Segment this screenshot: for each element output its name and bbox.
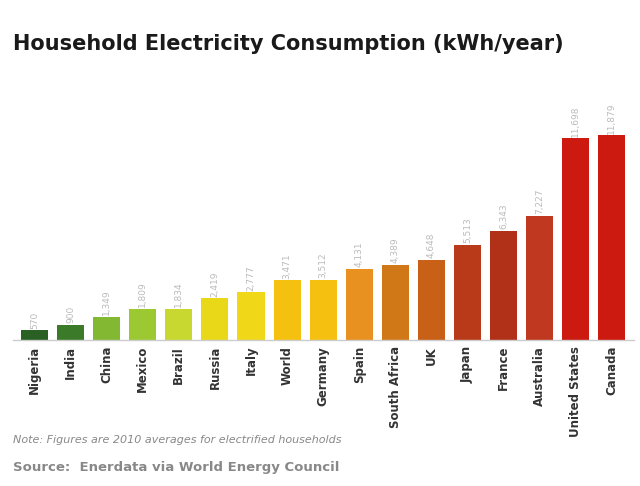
Text: Source:  Enerdata via World Energy Council: Source: Enerdata via World Energy Counci… (13, 461, 339, 474)
Text: 1,809: 1,809 (138, 281, 147, 307)
Text: 570: 570 (30, 312, 39, 329)
Bar (21, 330, 48, 340)
Bar (490, 231, 517, 340)
Bar (454, 245, 481, 340)
Text: 3,512: 3,512 (319, 252, 328, 278)
Text: 1,834: 1,834 (174, 281, 183, 307)
Text: 4,389: 4,389 (391, 237, 400, 263)
Bar (526, 216, 554, 340)
Text: 6,343: 6,343 (499, 204, 508, 229)
Text: 7,227: 7,227 (535, 189, 544, 214)
Bar (418, 260, 445, 340)
Bar (563, 139, 589, 340)
Bar (57, 325, 84, 340)
Text: 4,131: 4,131 (355, 242, 364, 267)
Bar (346, 269, 373, 340)
Text: 2,777: 2,777 (246, 265, 255, 291)
Text: 5,513: 5,513 (463, 218, 472, 243)
Bar (129, 309, 156, 340)
Bar (310, 279, 337, 340)
Text: 11,879: 11,879 (607, 102, 616, 134)
Text: 3,471: 3,471 (283, 253, 292, 278)
Text: 900: 900 (66, 306, 75, 323)
Bar (598, 135, 625, 340)
Bar (273, 280, 301, 340)
Text: 2,419: 2,419 (211, 271, 220, 297)
Text: Household Electricity Consumption (kWh/year): Household Electricity Consumption (kWh/y… (13, 34, 563, 54)
Text: 4,648: 4,648 (427, 233, 436, 259)
Bar (202, 298, 228, 340)
Bar (382, 264, 409, 340)
Bar (237, 292, 264, 340)
Bar (93, 317, 120, 340)
Text: 1,349: 1,349 (102, 290, 111, 315)
Text: Note: Figures are 2010 averages for electrified households: Note: Figures are 2010 averages for elec… (13, 434, 341, 445)
Bar (165, 309, 193, 340)
Text: 11,698: 11,698 (572, 105, 580, 137)
